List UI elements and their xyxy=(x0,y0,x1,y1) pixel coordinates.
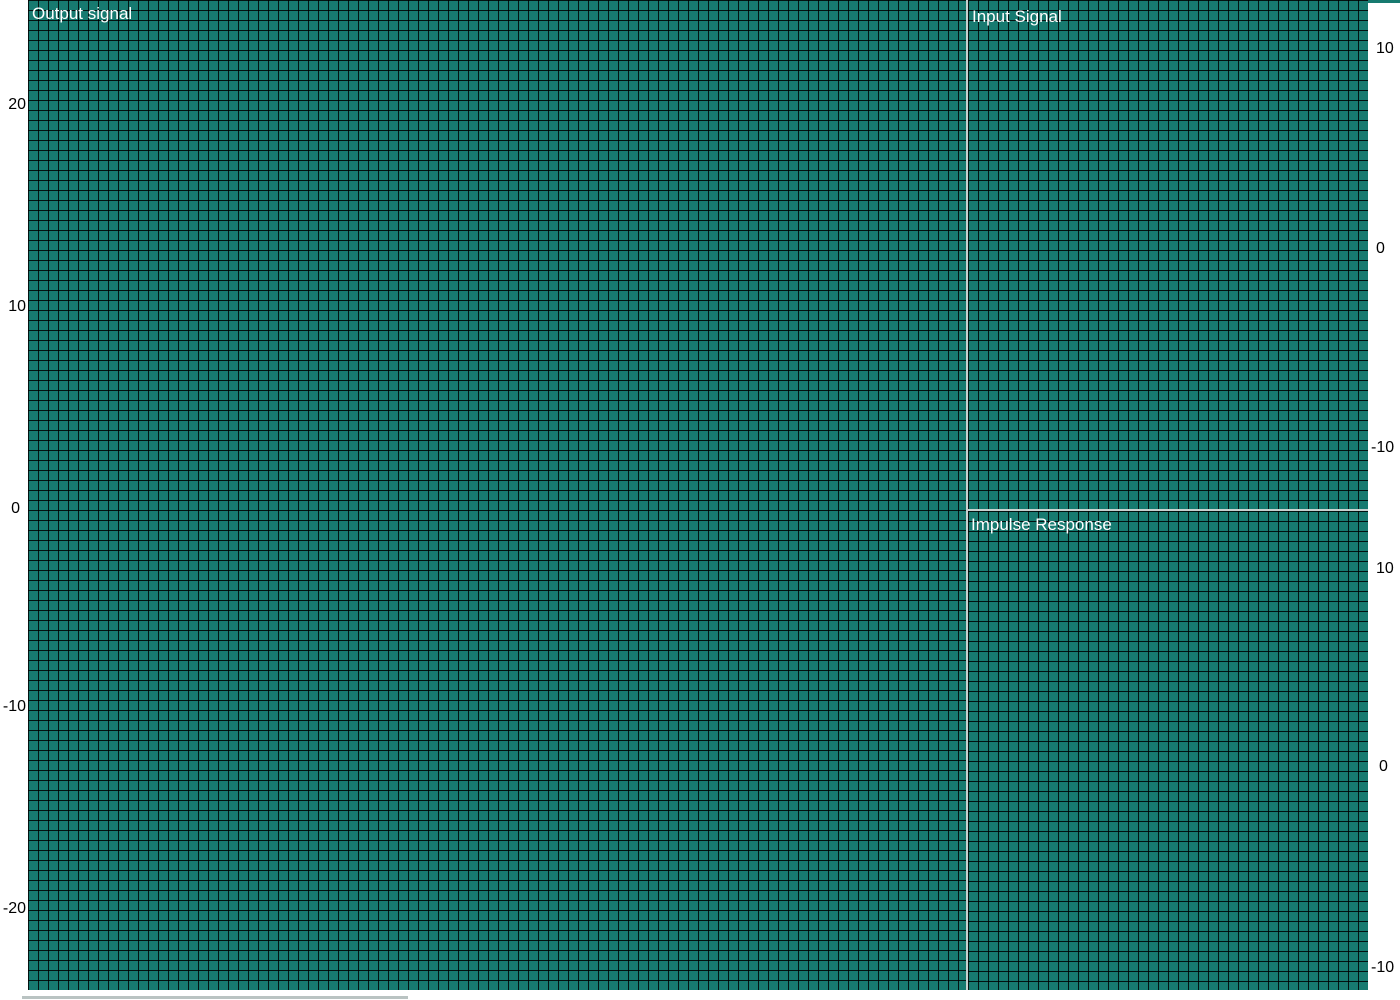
input-y-tick: -10 xyxy=(1371,440,1394,456)
output-signal-plot: Output signal xyxy=(28,0,966,990)
input-signal-plot: Input Signal xyxy=(966,0,1368,511)
output-y-tick: 10 xyxy=(0,299,26,315)
impulse-y-tick: -10 xyxy=(1371,960,1394,976)
impulse-y-tick: 10 xyxy=(1376,561,1394,577)
impulse-response-title: Impulse Response xyxy=(971,516,1112,533)
output-y-tick: -20 xyxy=(0,901,26,917)
corner-marker xyxy=(1368,0,1400,3)
input-y-tick: 10 xyxy=(1376,41,1394,57)
output-signal-title: Output signal xyxy=(32,5,132,22)
horizontal-scrollbar[interactable] xyxy=(22,996,408,999)
input-y-tick: 0 xyxy=(1376,241,1385,257)
impulse-response-plot: Impulse Response xyxy=(966,511,1368,990)
output-y-tick: 20 xyxy=(0,97,26,113)
output-y-tick: 0 xyxy=(0,501,20,517)
impulse-y-tick: 0 xyxy=(1379,759,1388,775)
input-signal-title: Input Signal xyxy=(972,8,1062,25)
output-y-tick: -10 xyxy=(0,699,26,715)
